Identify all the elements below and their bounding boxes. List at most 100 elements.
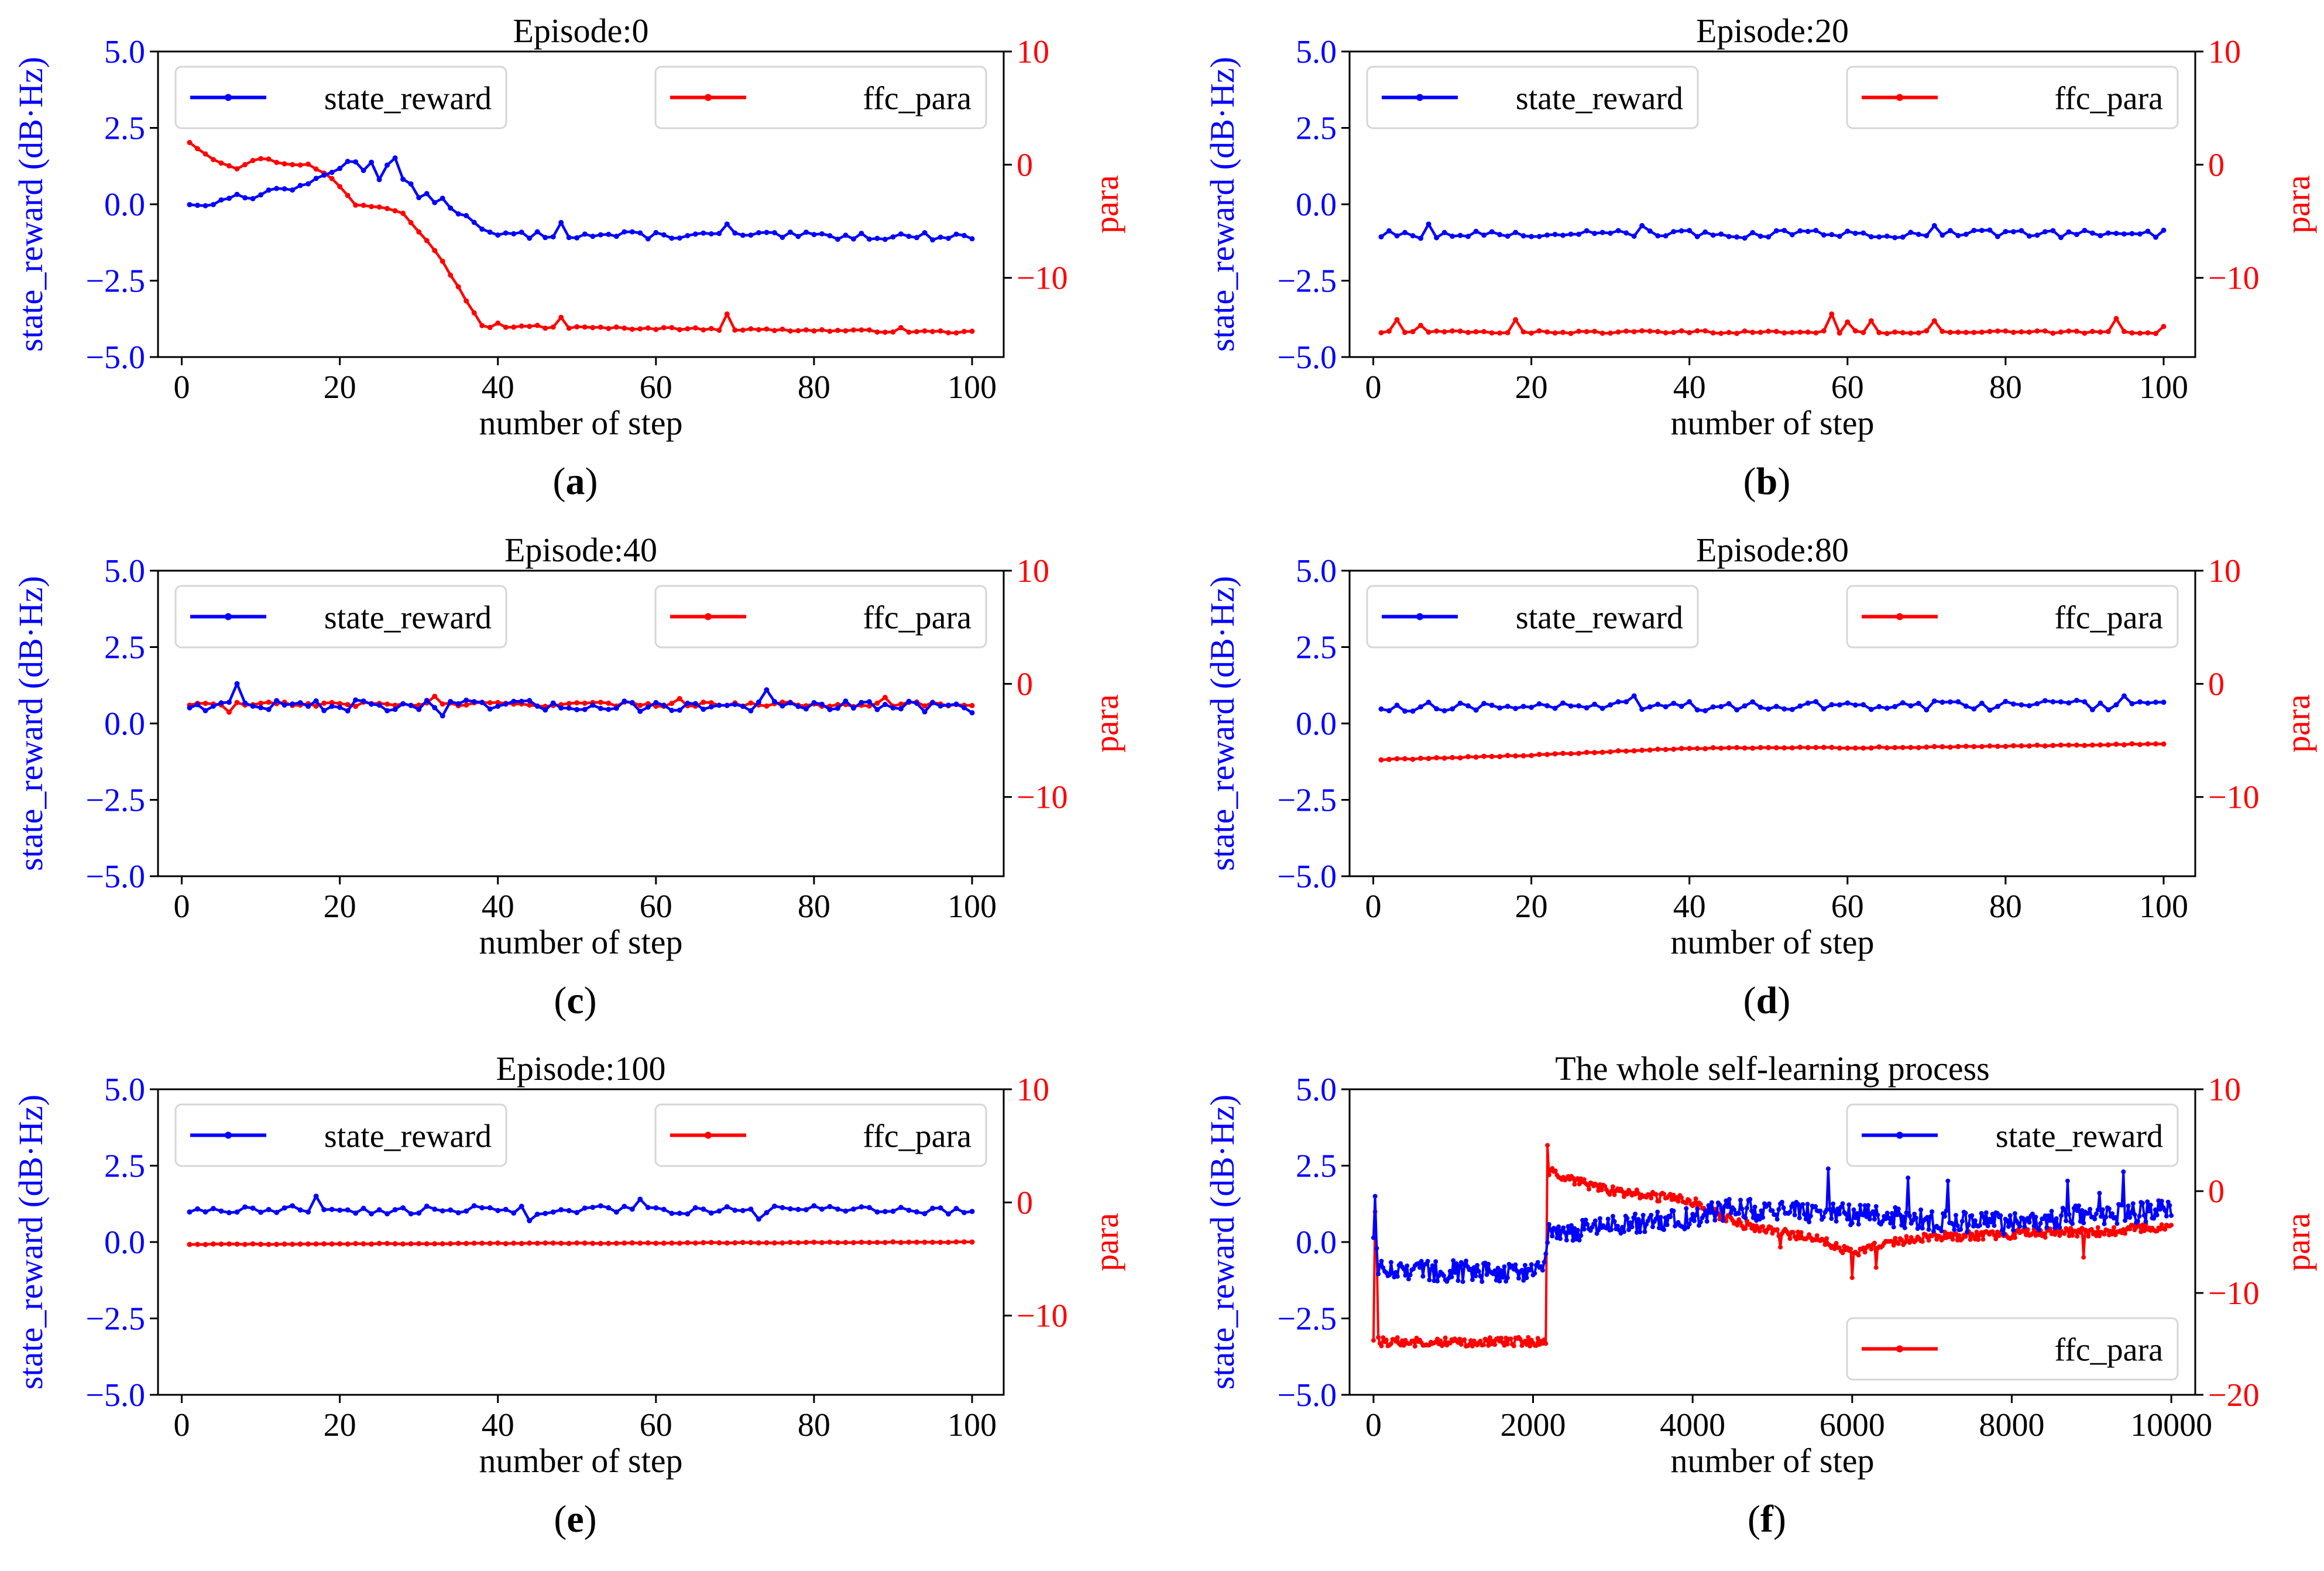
data-point-ffc-para	[1438, 1338, 1443, 1343]
data-point-state-reward	[187, 1209, 193, 1215]
data-point-ffc-para	[1698, 1202, 1703, 1207]
data-point-state-reward	[2135, 1219, 2140, 1224]
data-point-ffc-para	[2089, 742, 2095, 748]
data-point-ffc-para	[1868, 318, 1874, 324]
data-point-ffc-para	[479, 1240, 485, 1246]
data-point-ffc-para	[440, 1241, 445, 1247]
y-tick-label-left: 2.5	[1296, 630, 1337, 666]
data-point-ffc-para	[1520, 753, 1526, 759]
data-point-state-reward	[1892, 704, 1898, 709]
data-point-state-reward	[946, 1211, 951, 1217]
data-point-state-reward	[369, 701, 375, 707]
data-point-state-reward	[2126, 1203, 2131, 1209]
data-point-ffc-para	[2169, 1223, 2174, 1228]
data-point-state-reward	[811, 700, 817, 705]
data-point-state-reward	[1880, 1219, 1885, 1224]
data-point-ffc-para	[1609, 1189, 1614, 1194]
data-point-state-reward	[250, 195, 256, 201]
data-point-state-reward	[692, 701, 698, 706]
data-point-state-reward	[1687, 699, 1693, 705]
data-point-state-reward	[622, 229, 627, 235]
data-point-state-reward	[1714, 1210, 1719, 1215]
data-point-state-reward	[479, 699, 485, 705]
data-point-ffc-para	[1497, 754, 1503, 760]
y-axis-label-right: para	[2279, 694, 2317, 753]
data-point-ffc-para	[677, 1240, 682, 1246]
data-point-ffc-para	[787, 1240, 793, 1246]
data-point-state-reward	[448, 205, 454, 211]
data-point-state-reward	[1694, 707, 1700, 713]
data-point-state-reward	[1505, 704, 1511, 709]
data-point-ffc-para	[1916, 745, 1921, 750]
x-tick-label: 0	[1365, 369, 1382, 406]
data-point-state-reward	[1855, 1211, 1859, 1216]
data-point-ffc-para	[1829, 745, 1835, 750]
data-point-state-reward	[1797, 228, 1803, 234]
y-axis-label-right: para	[2279, 175, 2317, 234]
data-point-ffc-para	[1678, 746, 1684, 752]
data-point-state-reward	[1497, 232, 1503, 238]
data-point-ffc-para	[258, 156, 264, 162]
data-point-state-reward	[756, 1216, 761, 1222]
y-tick-label-left: 5.0	[1296, 1072, 1337, 1108]
data-point-state-reward	[1441, 1273, 1446, 1278]
data-point-state-reward	[1529, 234, 1535, 239]
data-point-state-reward	[1821, 706, 1827, 712]
chart-panel-d: 0 20 40 60 80 100−5.0−2.50.02.55.0−10010Episo…	[1203, 531, 2317, 961]
data-point-ffc-para	[1441, 755, 1447, 761]
data-point-state-reward	[645, 236, 651, 242]
data-point-ffc-para	[811, 328, 817, 334]
data-point-ffc-para	[669, 1240, 675, 1246]
data-point-state-reward	[645, 1205, 651, 1210]
data-point-state-reward	[1837, 1212, 1842, 1217]
data-point-state-reward	[962, 1210, 967, 1216]
data-point-state-reward	[392, 706, 398, 712]
data-point-state-reward	[2003, 698, 2009, 704]
data-point-ffc-para	[874, 700, 880, 706]
data-point-ffc-para	[1384, 1337, 1389, 1343]
data-point-ffc-para	[1552, 751, 1558, 757]
legend-marker	[1896, 94, 1903, 101]
data-point-state-reward	[748, 708, 754, 714]
data-point-state-reward	[1457, 232, 1463, 238]
data-point-state-reward	[1663, 233, 1669, 239]
data-point-ffc-para	[622, 1240, 627, 1246]
data-point-state-reward	[1789, 706, 1795, 712]
data-point-state-reward	[1872, 1217, 1877, 1222]
data-point-state-reward	[1908, 229, 1914, 235]
data-point-ffc-para	[416, 1241, 422, 1247]
data-point-ffc-para	[1489, 753, 1495, 759]
data-point-state-reward	[1568, 703, 1574, 709]
data-point-state-reward	[2010, 229, 2016, 235]
data-point-state-reward	[1797, 703, 1803, 709]
data-point-ffc-para	[432, 248, 438, 253]
data-point-ffc-para	[527, 324, 533, 330]
y-tick-label-left: −5.0	[85, 1377, 145, 1414]
data-point-state-reward	[455, 701, 461, 706]
chart-title: Episode:0	[513, 12, 649, 50]
data-point-state-reward	[1704, 1219, 1709, 1224]
data-point-state-reward	[716, 702, 722, 708]
data-point-state-reward	[1725, 1204, 1731, 1209]
y-tick-label-left: −2.5	[85, 263, 145, 300]
data-point-ffc-para	[1458, 1342, 1464, 1347]
y-tick-label-left: −5.0	[1277, 859, 1337, 895]
data-point-ffc-para	[1378, 757, 1384, 763]
data-point-state-reward	[764, 687, 770, 693]
data-point-ffc-para	[1568, 751, 1574, 757]
data-point-ffc-para	[226, 163, 232, 169]
data-point-state-reward	[969, 710, 975, 716]
data-point-state-reward	[1832, 1209, 1837, 1214]
data-point-state-reward	[2062, 1207, 2067, 1212]
data-point-ffc-para	[2082, 330, 2088, 336]
data-point-ffc-para	[1924, 744, 1930, 750]
x-tick-label: 80	[1989, 889, 2022, 925]
data-point-state-reward	[1954, 1213, 1958, 1218]
data-point-ffc-para	[2089, 328, 2095, 334]
data-point-ffc-para	[2102, 1232, 2107, 1237]
data-point-ffc-para	[1584, 329, 1590, 335]
data-point-state-reward	[1638, 1229, 1643, 1234]
data-point-ffc-para	[1776, 1233, 1781, 1239]
data-point-ffc-para	[1824, 1236, 1829, 1241]
